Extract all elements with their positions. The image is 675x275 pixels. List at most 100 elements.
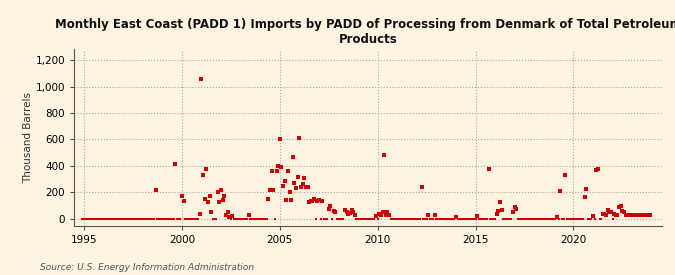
- Point: [557, 217, 568, 221]
- Point: [348, 209, 358, 214]
- Point: [465, 217, 476, 221]
- Point: [319, 217, 329, 221]
- Point: [202, 200, 213, 205]
- Point: [323, 207, 334, 211]
- Point: [276, 165, 287, 169]
- Point: [286, 198, 296, 203]
- Point: [245, 217, 256, 221]
- Point: [410, 217, 421, 221]
- Point: [429, 213, 440, 217]
- Point: [119, 217, 130, 221]
- Point: [230, 217, 241, 221]
- Point: [167, 217, 178, 221]
- Point: [462, 217, 472, 221]
- Point: [277, 184, 288, 188]
- Point: [80, 217, 91, 221]
- Point: [123, 217, 134, 221]
- Point: [398, 217, 409, 221]
- Point: [477, 217, 487, 221]
- Point: [643, 213, 654, 217]
- Point: [512, 217, 523, 221]
- Point: [449, 217, 460, 221]
- Point: [194, 211, 205, 216]
- Point: [193, 217, 204, 221]
- Point: [632, 213, 643, 217]
- Point: [351, 217, 362, 221]
- Point: [573, 217, 584, 221]
- Point: [537, 217, 548, 221]
- Point: [111, 217, 122, 221]
- Point: [625, 213, 636, 217]
- Point: [543, 217, 554, 221]
- Point: [620, 213, 631, 217]
- Point: [186, 217, 197, 221]
- Point: [638, 213, 649, 217]
- Point: [90, 217, 101, 221]
- Point: [294, 135, 304, 140]
- Point: [514, 217, 525, 221]
- Point: [232, 217, 243, 221]
- Point: [568, 217, 578, 221]
- Point: [493, 209, 504, 213]
- Point: [273, 164, 284, 168]
- Point: [591, 168, 601, 172]
- Point: [237, 217, 248, 221]
- Point: [254, 217, 265, 221]
- Point: [489, 217, 500, 221]
- Point: [78, 217, 89, 221]
- Point: [371, 213, 381, 218]
- Point: [248, 217, 259, 221]
- Text: Source: U.S. Energy Information Administration: Source: U.S. Energy Information Administ…: [40, 263, 254, 272]
- Point: [367, 217, 378, 221]
- Point: [209, 217, 220, 221]
- Point: [423, 213, 433, 217]
- Point: [439, 217, 450, 221]
- Point: [406, 217, 417, 221]
- Point: [310, 217, 321, 221]
- Point: [221, 213, 232, 217]
- Point: [402, 217, 412, 221]
- Point: [459, 217, 470, 221]
- Point: [214, 199, 225, 204]
- Point: [304, 199, 315, 204]
- Point: [383, 213, 394, 217]
- Point: [630, 213, 641, 217]
- Point: [315, 217, 326, 221]
- Point: [108, 217, 119, 221]
- Point: [369, 217, 380, 221]
- Point: [129, 217, 140, 221]
- Point: [637, 213, 647, 217]
- Point: [132, 217, 143, 221]
- Point: [509, 205, 520, 209]
- Point: [433, 217, 443, 221]
- Point: [480, 217, 491, 221]
- Point: [375, 213, 386, 217]
- Point: [97, 217, 107, 221]
- Point: [601, 213, 612, 217]
- Point: [183, 217, 194, 221]
- Point: [139, 217, 150, 221]
- Point: [576, 217, 587, 221]
- Point: [107, 217, 117, 221]
- Point: [578, 217, 589, 221]
- Point: [618, 210, 629, 214]
- Point: [460, 217, 471, 221]
- Point: [372, 217, 383, 221]
- Point: [265, 188, 275, 192]
- Point: [338, 217, 349, 221]
- Point: [317, 199, 327, 203]
- Point: [191, 217, 202, 221]
- Point: [526, 217, 537, 221]
- Point: [140, 217, 151, 221]
- Point: [238, 217, 249, 221]
- Point: [641, 213, 652, 217]
- Point: [617, 209, 628, 213]
- Point: [113, 217, 124, 221]
- Point: [562, 217, 572, 221]
- Point: [485, 217, 495, 221]
- Point: [467, 217, 478, 221]
- Point: [229, 217, 240, 221]
- Point: [136, 217, 146, 221]
- Point: [531, 217, 541, 221]
- Point: [555, 189, 566, 193]
